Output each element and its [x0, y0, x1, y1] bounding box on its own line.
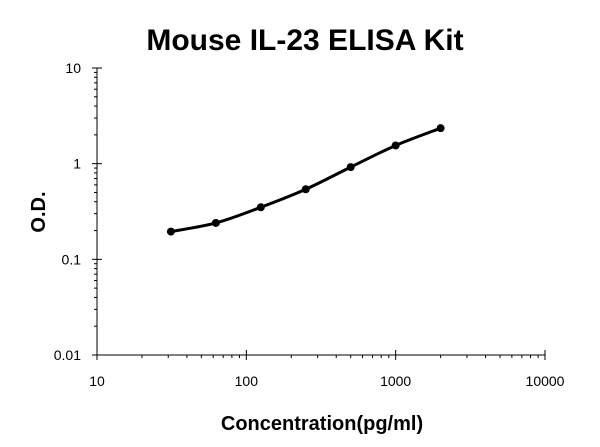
data-point	[391, 141, 400, 150]
y-axis-label: O.D.	[28, 191, 50, 232]
y-tick-label: 10	[65, 60, 81, 76]
data-point	[166, 227, 175, 236]
data-point	[256, 203, 265, 212]
y-tick-label: 0.01	[54, 347, 81, 363]
chart-title: Mouse IL-23 ELISA Kit	[146, 24, 463, 57]
data-point	[301, 185, 310, 194]
y-tick-label: 1	[73, 156, 81, 172]
x-tick-label: 1000	[380, 373, 411, 389]
x-tick-label: 100	[235, 373, 259, 389]
data-point	[436, 124, 445, 133]
data-point	[211, 218, 220, 227]
data-point	[346, 163, 355, 172]
x-tick-label: 10000	[526, 373, 565, 389]
x-axis-label: Concentration(pg/ml)	[221, 413, 423, 435]
plot-area	[166, 124, 445, 236]
axes: 10 1 0.1 0.01 10 100 1000 10000	[54, 60, 565, 389]
y-tick-label: 0.1	[62, 251, 82, 267]
series-line	[170, 126, 442, 234]
x-tick-label: 10	[89, 373, 105, 389]
